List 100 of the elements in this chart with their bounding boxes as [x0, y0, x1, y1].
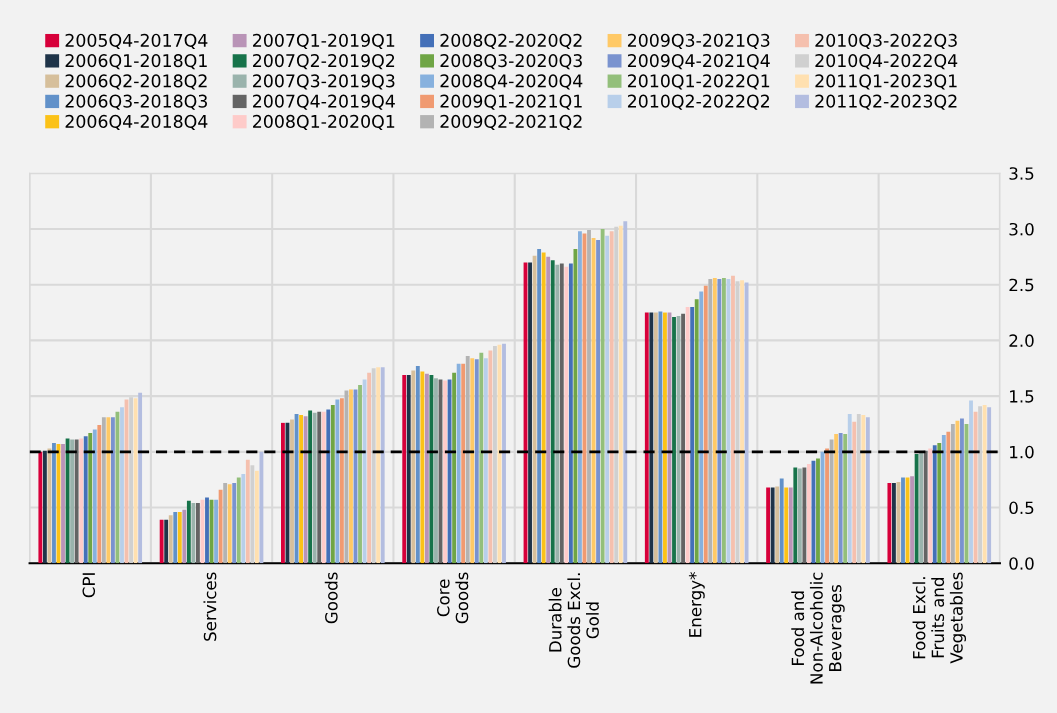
bar [474, 359, 479, 564]
bar [802, 467, 807, 564]
bar [843, 434, 848, 564]
bar [245, 459, 250, 564]
bar [205, 497, 209, 564]
bar [406, 374, 411, 564]
bar [138, 392, 143, 564]
bar [537, 249, 542, 564]
bar [465, 356, 470, 564]
bar [74, 439, 79, 564]
bar [528, 262, 532, 564]
y-tick-label: 2.5 [1009, 278, 1034, 292]
bar [784, 487, 789, 564]
x-tick-label: Food and Non-Alcoholic Beverages [791, 572, 845, 684]
bar [488, 350, 493, 564]
bar [186, 500, 191, 564]
legend-label: 2007Q1-2019Q1 [253, 33, 395, 49]
legend-label: 2010Q1-2022Q1 [627, 74, 770, 90]
bar [793, 467, 798, 564]
bar [852, 421, 857, 564]
bar [901, 477, 905, 564]
bar [685, 306, 690, 564]
bar [83, 436, 88, 564]
bar [568, 263, 573, 564]
legend-label: 2007Q2-2019Q2 [253, 54, 395, 70]
bar [941, 435, 946, 564]
legend-label: 2008Q2-2020Q2 [440, 33, 582, 49]
bar [223, 483, 228, 564]
bar [923, 450, 928, 564]
bar [424, 373, 429, 564]
bar [955, 420, 960, 564]
bar [452, 372, 457, 564]
bar [236, 477, 241, 564]
bar [330, 405, 335, 564]
bar [721, 278, 726, 564]
bar [703, 285, 708, 564]
bar [168, 515, 173, 564]
legend-label: 2009Q1-2021Q1 [440, 94, 582, 110]
bar [717, 279, 722, 564]
bar [690, 306, 695, 564]
bar [699, 291, 704, 564]
bar [550, 260, 555, 564]
bar [578, 231, 582, 564]
bar [259, 451, 264, 564]
bar [281, 422, 285, 564]
bar [182, 509, 187, 564]
bar [133, 398, 138, 564]
bar [861, 415, 866, 564]
bar [770, 487, 775, 564]
bar [663, 312, 667, 564]
x-tick-label: Durable Goods Excl. Gold [548, 573, 599, 668]
legend-label: 2010Q2-2022Q2 [627, 94, 770, 110]
bar [865, 417, 870, 564]
bar [788, 487, 793, 564]
bar [173, 512, 178, 564]
bar [402, 374, 407, 564]
bar [834, 434, 839, 564]
legend-label: 2008Q4-2020Q4 [440, 74, 583, 90]
bar [541, 252, 546, 564]
bar [928, 448, 933, 564]
bar [712, 278, 717, 564]
bar [653, 312, 658, 564]
bar [79, 438, 84, 564]
bar [214, 499, 218, 564]
bar [546, 256, 551, 564]
bar [110, 417, 115, 564]
bar [61, 444, 65, 564]
bar [887, 483, 892, 564]
legend-label: 2011Q1-2023Q1 [815, 74, 957, 90]
bar [946, 431, 951, 564]
legend-label: 2011Q2-2023Q2 [815, 94, 957, 110]
bar [672, 317, 676, 564]
bar [618, 225, 623, 564]
bar [744, 282, 749, 564]
bar [775, 486, 780, 564]
y-tick-label: 0.0 [1009, 557, 1034, 570]
bar [106, 417, 111, 564]
bar [367, 372, 372, 564]
bar [987, 407, 992, 564]
bar [120, 407, 124, 564]
bar [47, 448, 52, 564]
bar [232, 483, 237, 564]
bar [358, 384, 362, 564]
bar [649, 312, 654, 564]
bar [596, 240, 601, 564]
bar [681, 313, 686, 564]
bar [847, 413, 852, 564]
bar [937, 442, 942, 564]
bar [349, 389, 353, 564]
bar [461, 363, 466, 564]
y-tick-label: 2.0 [1009, 334, 1034, 347]
bar [555, 264, 560, 564]
bar [312, 412, 317, 564]
bar [434, 378, 438, 564]
bar [779, 478, 784, 564]
legend-label: 2009Q2-2021Q2 [440, 114, 582, 130]
y-tick-label: 1.0 [1010, 445, 1034, 459]
y-tick-label: 1.5 [1010, 390, 1034, 403]
bar [303, 416, 308, 564]
y-tick-label: 0.5 [1009, 501, 1034, 515]
